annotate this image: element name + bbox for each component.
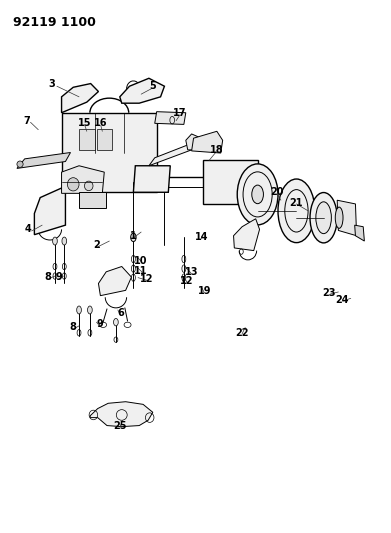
Text: 10: 10 [135, 256, 148, 266]
Polygon shape [192, 131, 223, 153]
Ellipse shape [53, 237, 57, 245]
Polygon shape [233, 219, 260, 251]
Text: 8: 8 [69, 322, 76, 333]
Text: 12: 12 [180, 276, 194, 286]
Ellipse shape [84, 181, 93, 191]
Polygon shape [355, 225, 364, 241]
Polygon shape [34, 188, 65, 235]
Text: 2: 2 [93, 240, 100, 251]
Polygon shape [186, 134, 201, 150]
Text: 22: 22 [235, 328, 249, 338]
Text: 3: 3 [48, 78, 55, 88]
Ellipse shape [67, 177, 79, 191]
Ellipse shape [77, 306, 81, 314]
Ellipse shape [237, 164, 278, 225]
Polygon shape [79, 192, 106, 208]
Text: 19: 19 [198, 286, 211, 296]
Text: 14: 14 [195, 232, 208, 242]
Polygon shape [97, 128, 112, 150]
Text: 17: 17 [173, 108, 187, 118]
Text: 5: 5 [149, 81, 156, 91]
Ellipse shape [335, 207, 343, 228]
Text: 20: 20 [270, 187, 284, 197]
Ellipse shape [62, 237, 66, 245]
Ellipse shape [278, 179, 315, 243]
Text: 12: 12 [140, 274, 153, 284]
Polygon shape [149, 142, 196, 166]
Text: 4: 4 [24, 224, 31, 235]
Text: 11: 11 [135, 266, 148, 276]
Text: 8: 8 [45, 272, 51, 282]
Polygon shape [155, 112, 186, 124]
Polygon shape [337, 200, 357, 236]
Ellipse shape [316, 202, 332, 233]
Ellipse shape [131, 233, 136, 241]
Ellipse shape [252, 185, 264, 204]
Ellipse shape [17, 161, 23, 167]
Text: 23: 23 [323, 288, 336, 298]
Text: 21: 21 [290, 198, 303, 208]
Ellipse shape [113, 318, 118, 326]
Polygon shape [79, 128, 95, 150]
Text: 24: 24 [335, 295, 349, 305]
Polygon shape [61, 84, 99, 113]
Polygon shape [203, 160, 258, 204]
Ellipse shape [310, 192, 337, 243]
Polygon shape [17, 152, 70, 168]
Polygon shape [61, 113, 157, 192]
Text: 18: 18 [210, 145, 224, 155]
Text: 92119 1100: 92119 1100 [13, 16, 96, 29]
Text: 16: 16 [93, 118, 107, 128]
Text: 6: 6 [117, 308, 124, 318]
Text: 7: 7 [23, 116, 30, 126]
Polygon shape [133, 166, 170, 192]
Text: 13: 13 [185, 267, 198, 277]
Ellipse shape [88, 306, 92, 314]
Text: 25: 25 [113, 421, 127, 431]
Text: 9: 9 [96, 319, 103, 329]
Polygon shape [99, 266, 131, 296]
Polygon shape [120, 78, 165, 103]
Polygon shape [90, 402, 153, 426]
Text: 15: 15 [78, 118, 91, 128]
Polygon shape [61, 166, 104, 193]
Text: 9: 9 [55, 272, 62, 282]
Text: 1: 1 [130, 231, 137, 241]
